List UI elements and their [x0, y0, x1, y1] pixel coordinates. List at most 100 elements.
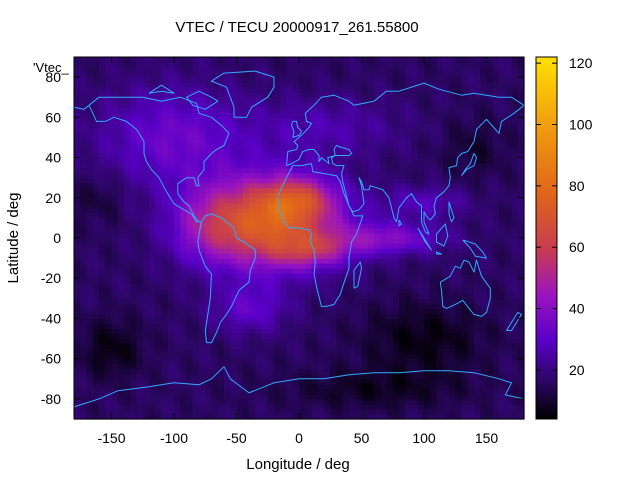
heatmap-cell	[117, 122, 125, 128]
heatmap-cell	[399, 318, 406, 325]
heatmap-cell	[505, 348, 513, 355]
heatmap-cell	[111, 288, 119, 294]
heatmap-cell	[374, 353, 381, 360]
heatmap-cell	[155, 182, 163, 189]
heatmap-cell	[86, 263, 94, 269]
heatmap-cell	[399, 197, 406, 204]
heatmap-cell	[99, 167, 106, 174]
heatmap-cell	[317, 147, 325, 154]
heatmap-cell	[261, 67, 269, 73]
heatmap-cell	[180, 303, 188, 309]
heatmap-cell	[142, 288, 150, 294]
heatmap-cell	[430, 408, 438, 415]
heatmap-cell	[161, 217, 169, 224]
heatmap-cell	[199, 318, 206, 325]
heatmap-cell	[124, 82, 131, 88]
heatmap-cell	[436, 232, 444, 239]
heatmap-cell	[286, 288, 294, 294]
heatmap-cell	[292, 222, 300, 229]
heatmap-cell	[105, 97, 113, 103]
heatmap-cell	[430, 308, 438, 315]
heatmap-cell	[467, 147, 475, 154]
heatmap-cell	[249, 278, 256, 284]
heatmap-cell	[461, 398, 469, 405]
heatmap-cell	[174, 288, 181, 294]
heatmap-cell	[436, 398, 444, 405]
heatmap-cell	[436, 343, 444, 350]
heatmap-cell	[99, 268, 106, 274]
heatmap-cell	[467, 97, 475, 103]
heatmap-cell	[480, 268, 488, 274]
heatmap-cell	[86, 197, 94, 204]
heatmap-cell	[492, 142, 500, 149]
heatmap-cell	[442, 293, 450, 299]
heatmap-cell	[124, 378, 131, 385]
heatmap-cell	[99, 122, 106, 128]
heatmap-cell	[136, 258, 144, 264]
heatmap-cell	[80, 117, 88, 123]
heatmap-cell	[242, 238, 250, 244]
heatmap-cell	[392, 283, 400, 289]
heatmap-cell	[349, 283, 356, 289]
heatmap-cell	[167, 232, 175, 239]
heatmap-cell	[492, 313, 500, 320]
heatmap-cell	[242, 368, 250, 375]
heatmap-cell	[105, 217, 113, 224]
heatmap-cell	[211, 97, 219, 103]
heatmap-cell	[505, 303, 513, 309]
heatmap-cell	[417, 232, 425, 239]
heatmap-cell	[349, 333, 356, 340]
heatmap-cell	[255, 278, 263, 284]
heatmap-cell	[249, 122, 256, 128]
heatmap-cell	[261, 368, 269, 375]
heatmap-cell	[280, 268, 288, 274]
heatmap-cell	[161, 363, 169, 370]
heatmap-cell	[480, 132, 488, 139]
heatmap-cell	[167, 212, 175, 219]
heatmap-cell	[305, 368, 313, 375]
heatmap-cell	[311, 243, 319, 249]
heatmap-cell	[342, 142, 350, 149]
heatmap-cell	[130, 192, 138, 199]
heatmap-cell	[211, 227, 219, 234]
heatmap-cell	[267, 147, 275, 154]
heatmap-cell	[92, 172, 100, 179]
heatmap-cell	[149, 283, 156, 289]
heatmap-cell	[436, 338, 444, 345]
heatmap-cell	[380, 112, 388, 118]
heatmap-cell	[430, 258, 438, 264]
heatmap-cell	[336, 72, 344, 78]
heatmap-cell	[161, 192, 169, 199]
heatmap-cell	[267, 303, 275, 309]
heatmap-cell	[324, 403, 331, 410]
heatmap-cell	[499, 187, 506, 194]
heatmap-cell	[405, 217, 413, 224]
heatmap-cell	[142, 172, 150, 179]
heatmap-cell	[492, 283, 500, 289]
heatmap-cell	[330, 62, 338, 68]
heatmap-cell	[386, 413, 394, 420]
heatmap-cell	[374, 67, 381, 73]
heatmap-cell	[180, 248, 188, 254]
heatmap-cell	[349, 147, 356, 154]
heatmap-cell	[217, 212, 225, 219]
heatmap-cell	[280, 368, 288, 375]
heatmap-cell	[374, 207, 381, 214]
heatmap-cell	[155, 197, 163, 204]
heatmap-cell	[230, 358, 238, 365]
heatmap-cell	[386, 147, 394, 154]
heatmap-cell	[430, 328, 438, 335]
heatmap-cell	[280, 102, 288, 108]
heatmap-cell	[249, 97, 256, 103]
heatmap-cell	[80, 353, 88, 360]
heatmap-cell	[205, 283, 213, 289]
heatmap-cell	[336, 122, 344, 128]
heatmap-cell	[86, 258, 94, 264]
heatmap-cell	[355, 373, 363, 380]
heatmap-cell	[330, 202, 338, 209]
heatmap-cell	[149, 408, 156, 415]
heatmap-cell	[224, 92, 231, 98]
heatmap-cell	[74, 132, 81, 139]
heatmap-cell	[117, 222, 125, 229]
heatmap-cell	[274, 152, 281, 159]
